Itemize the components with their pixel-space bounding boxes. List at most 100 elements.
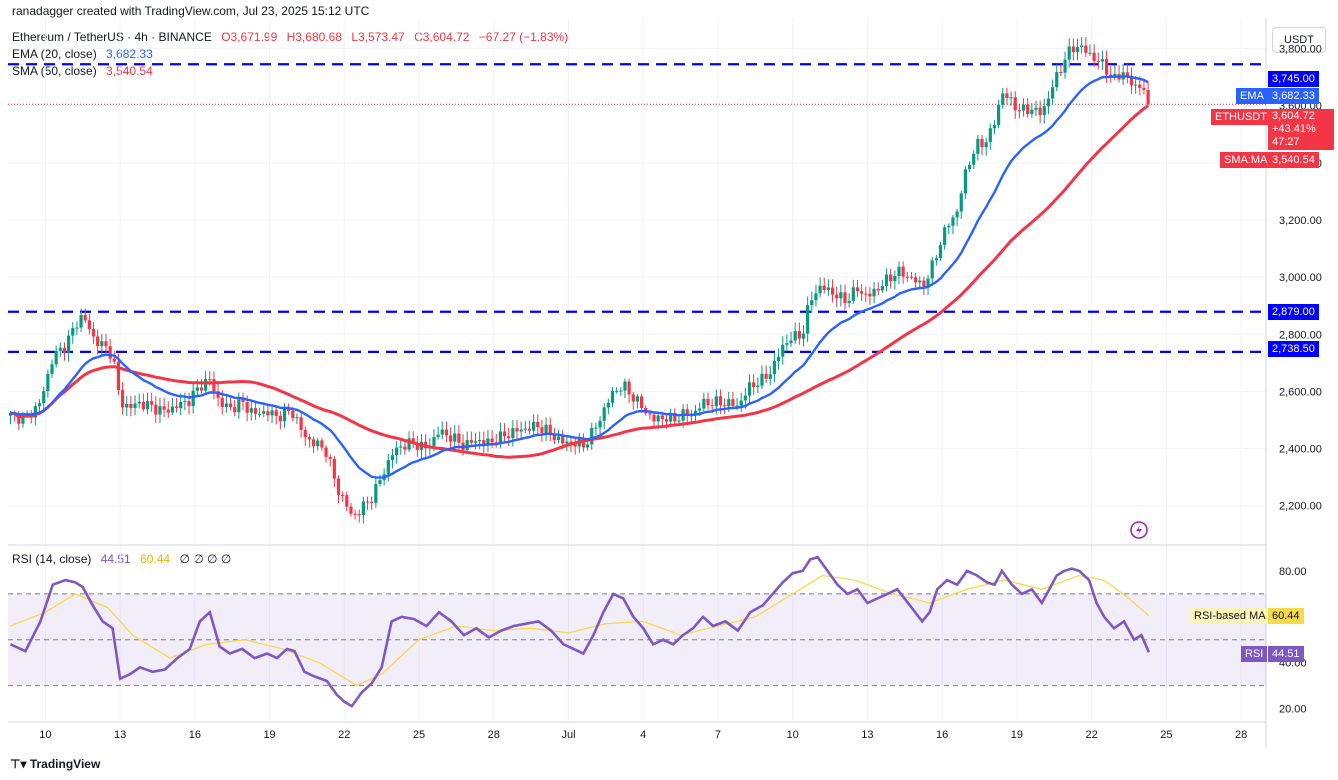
candle-body [905, 276, 909, 278]
candle-body [150, 401, 154, 405]
time-tick-label: 28 [488, 729, 500, 741]
candle-body [137, 401, 141, 404]
candle-body [71, 328, 75, 336]
candle-body [963, 169, 968, 194]
candle-body [594, 427, 598, 429]
candle-body [515, 428, 519, 432]
candle-body [511, 428, 515, 439]
candle-body [432, 436, 436, 446]
candle-body [727, 399, 731, 407]
candle-body [1042, 106, 1046, 116]
candle-body [598, 420, 602, 428]
candle-body [349, 506, 353, 514]
candle-body [1104, 59, 1109, 75]
candle-body [320, 440, 324, 448]
candle-body [930, 260, 934, 279]
candle-body [228, 403, 233, 408]
ema-legend[interactable]: EMA (20, close) 3,682.33 [12, 47, 153, 61]
candle-body [1084, 45, 1088, 53]
candle-body [1055, 72, 1059, 88]
candle-body [278, 415, 282, 422]
candle-body [87, 320, 91, 330]
candle-body [822, 285, 826, 291]
time-tick-label: 7 [715, 729, 721, 741]
candle-body [785, 343, 789, 345]
candle-body [573, 443, 577, 447]
candle-body [249, 408, 253, 413]
candle-body [934, 258, 938, 261]
price-tick-label: 3,800.00 [1279, 44, 1322, 56]
candle-body [922, 280, 926, 287]
candle-body [610, 390, 615, 403]
candle-body [490, 438, 494, 443]
rsi-tick-label: 80.00 [1279, 566, 1307, 578]
candle-body [660, 415, 664, 420]
sma-50-line [10, 104, 1149, 459]
candle-body [714, 396, 718, 407]
candle-body [295, 417, 299, 419]
candle-body [357, 514, 361, 516]
candle-body [855, 287, 860, 292]
candle-body [100, 341, 104, 347]
ema-legend-value: 3,682.33 [106, 47, 153, 61]
candle-body [158, 406, 162, 415]
candle-body [677, 420, 681, 422]
candle-body [764, 373, 768, 379]
time-tick-label: 19 [1011, 729, 1023, 741]
sma-legend[interactable]: SMA (50, close) 3,540.54 [12, 64, 153, 78]
symbol-label[interactable]: Ethereum / TetherUS · 4h · BINANCE [12, 30, 212, 44]
candle-body [781, 344, 785, 357]
candle-body [976, 138, 980, 154]
rsi-tick-label: 20.00 [1279, 704, 1307, 716]
time-tick-label: 19 [263, 729, 275, 741]
tradingview-logo[interactable]: ⊤▾ TradingView [10, 757, 100, 771]
candle-body [718, 396, 723, 406]
price-tick-label: 2,600.00 [1279, 386, 1322, 398]
change-value: −67.27 (−1.83%) [478, 30, 569, 44]
rsi-axis-value: 44.51 [1268, 646, 1304, 662]
candle-body [565, 441, 569, 444]
rsi-legend[interactable]: RSI (14, close) 44.51 60.44 ∅ ∅ ∅ ∅ [12, 552, 231, 566]
time-tick-label: 10 [39, 729, 51, 741]
candle-body [872, 288, 876, 297]
candle-body [482, 440, 486, 445]
candle-body [623, 381, 627, 391]
level-tag-3745: 3,745.00 [1268, 71, 1319, 87]
currency-unit-button[interactable]: USDT [1272, 27, 1326, 53]
time-tick-label: 25 [1160, 729, 1172, 741]
lightning-icon[interactable] [1130, 521, 1148, 539]
candle-body [548, 424, 552, 435]
candle-body [507, 436, 511, 439]
price-tick-label: 2,400.00 [1279, 444, 1322, 456]
candle-body [154, 404, 158, 415]
candle-body [258, 413, 262, 415]
candle-body [1134, 84, 1138, 86]
candle-body [789, 340, 793, 344]
candle-body [415, 443, 419, 450]
candle-body [1138, 84, 1142, 88]
candle-body [179, 401, 183, 409]
candle-body [1063, 59, 1067, 73]
candle-body [536, 421, 540, 428]
high-value: H3,680.68 [286, 30, 342, 44]
candle-body [685, 409, 689, 416]
candle-body [386, 460, 390, 475]
candle-body [768, 374, 772, 379]
candle-body [839, 292, 843, 299]
candle-body [747, 382, 752, 396]
candle-body [332, 458, 336, 479]
candle-body [17, 413, 21, 424]
candle-body [581, 438, 586, 448]
candle-body [519, 429, 523, 432]
candle-body [204, 379, 208, 391]
candle-body [972, 153, 976, 165]
candle-body [752, 382, 756, 388]
candle-body [91, 329, 96, 337]
time-tick-label: 22 [1085, 729, 1097, 741]
time-tick-label: 16 [189, 729, 201, 741]
candle-body [884, 274, 889, 287]
candle-body [208, 379, 212, 381]
candle-body [129, 403, 133, 408]
sma-label: SMA (50, close) [12, 64, 97, 78]
